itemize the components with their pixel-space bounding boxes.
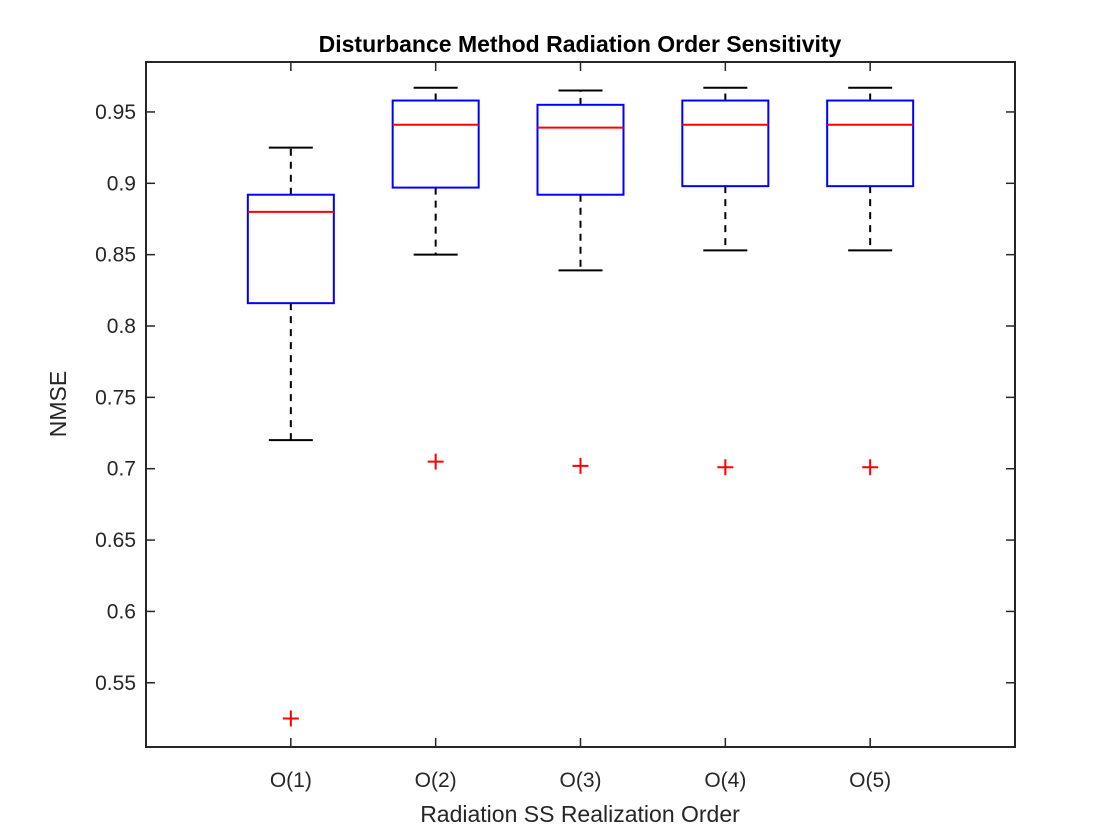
y-tick-label: 0.55 <box>95 672 136 695</box>
x-axis-title: Radiation SS Realization Order <box>420 801 740 827</box>
y-tick-label: 0.95 <box>95 101 136 124</box>
y-tick-label: 0.6 <box>107 600 136 623</box>
outlier-marker <box>282 710 299 727</box>
x-tick-label: O(1) <box>270 769 312 792</box>
y-tick-label: 0.9 <box>107 172 136 195</box>
outlier-marker <box>427 453 444 470</box>
y-tick-label: 0.8 <box>107 315 136 338</box>
outlier-marker <box>572 457 589 474</box>
y-axis-title: NMSE <box>45 371 71 437</box>
x-tick-label: O(4) <box>704 769 746 792</box>
y-tick-label: 0.7 <box>107 458 136 481</box>
iqr-box <box>681 99 770 188</box>
x-tick-label: O(2) <box>415 769 457 792</box>
y-tick-label: 0.65 <box>95 529 136 552</box>
iqr-box <box>826 99 915 188</box>
chart-title: Disturbance Method Radiation Order Sensi… <box>319 31 842 57</box>
iqr-box <box>246 193 335 305</box>
y-tick-label: 0.75 <box>95 386 136 409</box>
x-tick-label: O(3) <box>560 769 602 792</box>
x-tick-label: O(5) <box>849 769 891 792</box>
outlier-marker <box>717 459 734 476</box>
iqr-box <box>536 103 625 196</box>
outlier-marker <box>862 459 879 476</box>
y-tick-label: 0.85 <box>95 244 136 267</box>
plot-area: 0.55 0.6 0.65 0.7 0.75 0.8 0.85 0.9 0.95 O(1) O(2)… <box>95 61 1016 792</box>
iqr-box <box>391 99 480 189</box>
